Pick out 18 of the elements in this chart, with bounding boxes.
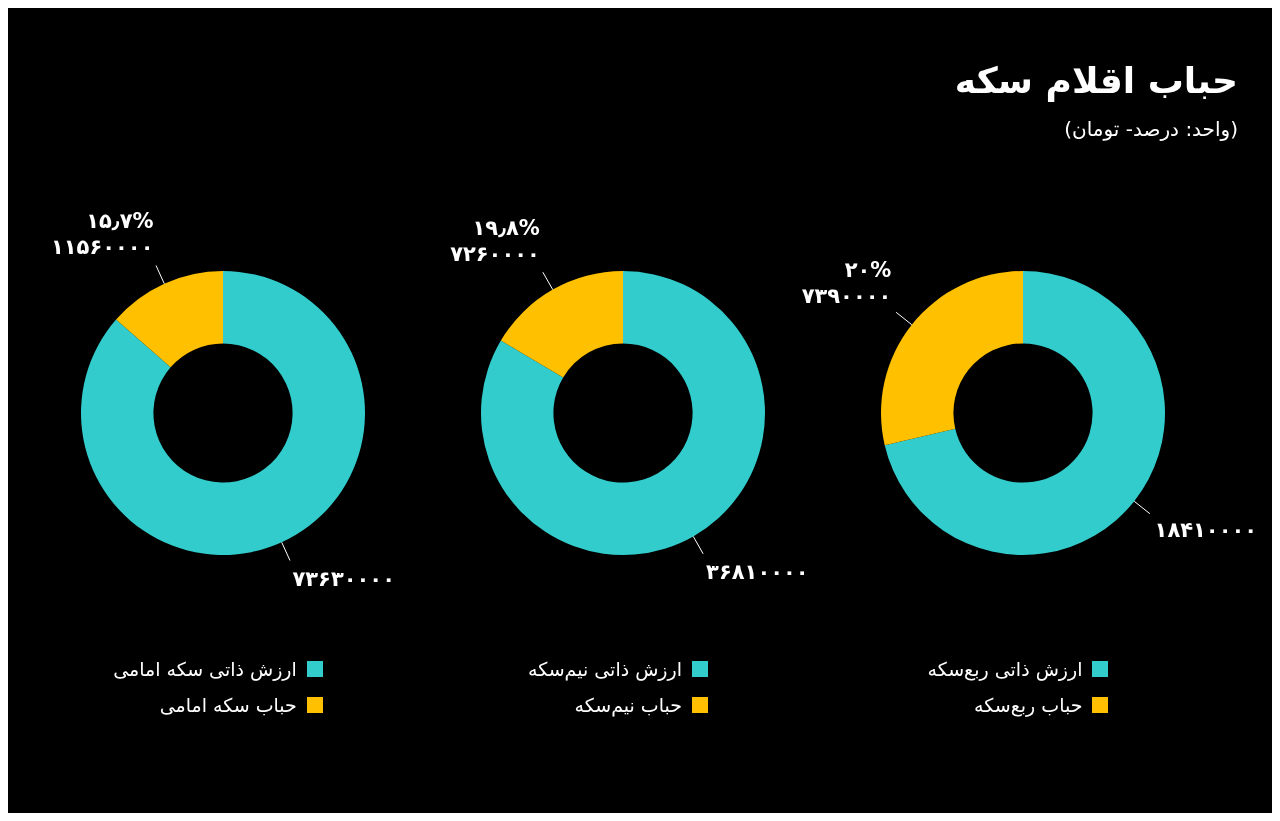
legend-label: حباب سکه امامی [159, 694, 297, 716]
data-label: ۷۳۶۳۰۰۰۰ [292, 566, 396, 591]
donut-slice [81, 271, 365, 555]
chart-title: حباب اقلام سکه [954, 60, 1238, 101]
legend-label: ارزش ذاتی نیم‌سکه [527, 658, 683, 680]
legend-label: ارزش ذاتی سکه امامی [113, 658, 297, 680]
legend-label: حباب ربع‌سکه [974, 694, 1083, 716]
legend-label: حباب نیم‌سکه [574, 694, 683, 716]
data-label: ۳۶۸۱۰۰۰۰ [706, 560, 809, 584]
donut-slice [500, 271, 623, 378]
data-label: ۱۵٫۷% ۱۱۵۶۰۰۰۰ [50, 209, 154, 260]
data-label: ۱۹٫۸% ۷۲۶۰۰۰۰ [450, 216, 540, 266]
donut-slice [116, 271, 223, 368]
data-label: ۱۸۴۱۰۰۰۰ [1154, 518, 1258, 543]
legend-label: ارزش ذاتی ربع‌سکه [927, 658, 1083, 680]
chart-subtitle: (واحد: درصد- تومان) [1063, 117, 1238, 141]
data-label: ۲۰% ۷۳۹۰۰۰۰ [801, 257, 892, 308]
donut-slice [481, 271, 765, 555]
